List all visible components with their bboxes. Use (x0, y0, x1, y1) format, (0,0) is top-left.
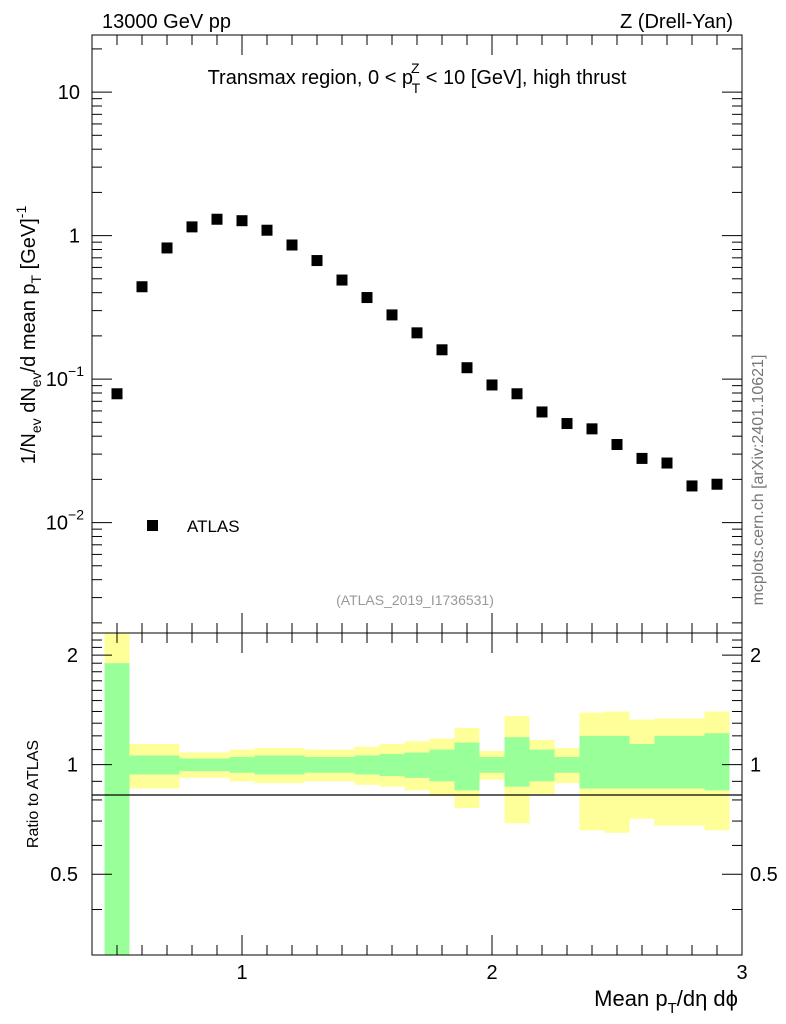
data-point (511, 388, 523, 400)
ratio-y-tick-label-left: 1 (67, 755, 78, 777)
main-y-tick-label: 10 (58, 82, 80, 104)
ratio-band-inner (554, 756, 580, 773)
ratio-bands (104, 633, 730, 955)
main-x-ticks (91, 35, 743, 633)
ratio-y-label: Ratio to ATLAS (25, 740, 42, 848)
ratio-band-inner (654, 735, 680, 789)
ratio-x-axis: 1 2 3 (91, 633, 748, 984)
data-point (636, 452, 648, 464)
data-points (111, 213, 723, 492)
data-point (161, 242, 173, 254)
main-y-tick-label: 1 (69, 226, 80, 248)
data-point (536, 406, 548, 418)
ratio-band-inner (279, 755, 305, 775)
header-right: Z (Drell-Yan) (620, 11, 733, 33)
data-point (136, 281, 148, 293)
y-axis-label: 1/Nev dNev/d mean pT [GeV]-1 (13, 206, 44, 465)
ratio-band-inner (454, 742, 480, 791)
ratio-band-inner (479, 756, 505, 773)
analysis-label: (ATLAS_2019_I1736531) (336, 592, 494, 608)
ratio-band-inner (604, 735, 630, 789)
data-point (361, 292, 373, 304)
main-y-axis: 10 1 10−1 10−2 (46, 48, 742, 624)
header-left: 13000 GeV pp (102, 11, 231, 33)
data-point (686, 480, 698, 492)
data-point (561, 418, 573, 430)
main-panel: 10 1 10−1 10−2 Transmax region, 0 < pZ T < 1… (13, 34, 743, 634)
ratio-band-inner (529, 749, 555, 782)
data-point (436, 344, 448, 356)
ratio-band-inner (404, 752, 430, 778)
data-point (286, 239, 298, 251)
legend-label: ATLAS (187, 517, 240, 536)
x-tick-label: 3 (736, 962, 747, 984)
data-point (386, 309, 398, 321)
ratio-band-inner (304, 756, 355, 773)
legend-marker (147, 520, 158, 531)
main-y-tick-label: 10−1 (46, 363, 84, 391)
ratio-y-tick-label-left: 2 (67, 645, 78, 667)
ratio-band-inner (504, 737, 530, 787)
data-point (186, 221, 198, 233)
x-tick-label: 2 (486, 962, 497, 984)
main-y-tick-label: 10−2 (46, 507, 84, 535)
data-point (311, 255, 323, 267)
x-tick-label: 1 (236, 962, 247, 984)
ratio-y-axis: 2 2 1 1 0.5 0.5 (50, 632, 778, 956)
ratio-y-tick-label-left: 0.5 (50, 864, 78, 886)
ratio-band-inner (254, 755, 280, 775)
ratio-band-inner (679, 735, 705, 789)
ratio-band-inner (579, 735, 605, 789)
ratio-y-tick-label-right: 1 (750, 755, 761, 777)
plot-title: Transmax region, 0 < pZ T < 10 [GeV], hig… (208, 60, 627, 96)
data-point (411, 327, 423, 339)
data-point (486, 379, 498, 391)
data-point (111, 388, 123, 400)
ratio-band-inner (379, 753, 405, 777)
ratio-band-inner (129, 755, 180, 775)
data-point (661, 457, 673, 469)
ratio-band-inner (179, 758, 230, 772)
ratio-band-inner (629, 743, 655, 789)
x-axis-label: Mean pT/dη dϕ (594, 986, 738, 1017)
ratio-band-inner (229, 756, 255, 773)
ratio-band-inner (429, 749, 455, 782)
ratio-band-inner (354, 755, 380, 775)
ratio-band-inner (704, 733, 730, 791)
data-point (586, 423, 598, 435)
ratio-y-tick-label-right: 2 (750, 645, 761, 667)
data-point (261, 224, 273, 236)
data-point (611, 439, 623, 451)
data-point (711, 478, 723, 490)
side-label: mcplots.cern.ch [arXiv:2401.10621] (750, 355, 767, 606)
ratio-panel: 2 2 1 1 0.5 0.5 1 2 3 Ratio to ATLAS Mean pT/dη… (25, 632, 778, 1017)
data-point (336, 274, 348, 286)
data-point (461, 362, 473, 374)
data-point (211, 213, 223, 225)
ratio-y-tick-label-right: 0.5 (750, 864, 778, 886)
data-point (236, 215, 248, 227)
ratio-band-inner (104, 663, 130, 955)
